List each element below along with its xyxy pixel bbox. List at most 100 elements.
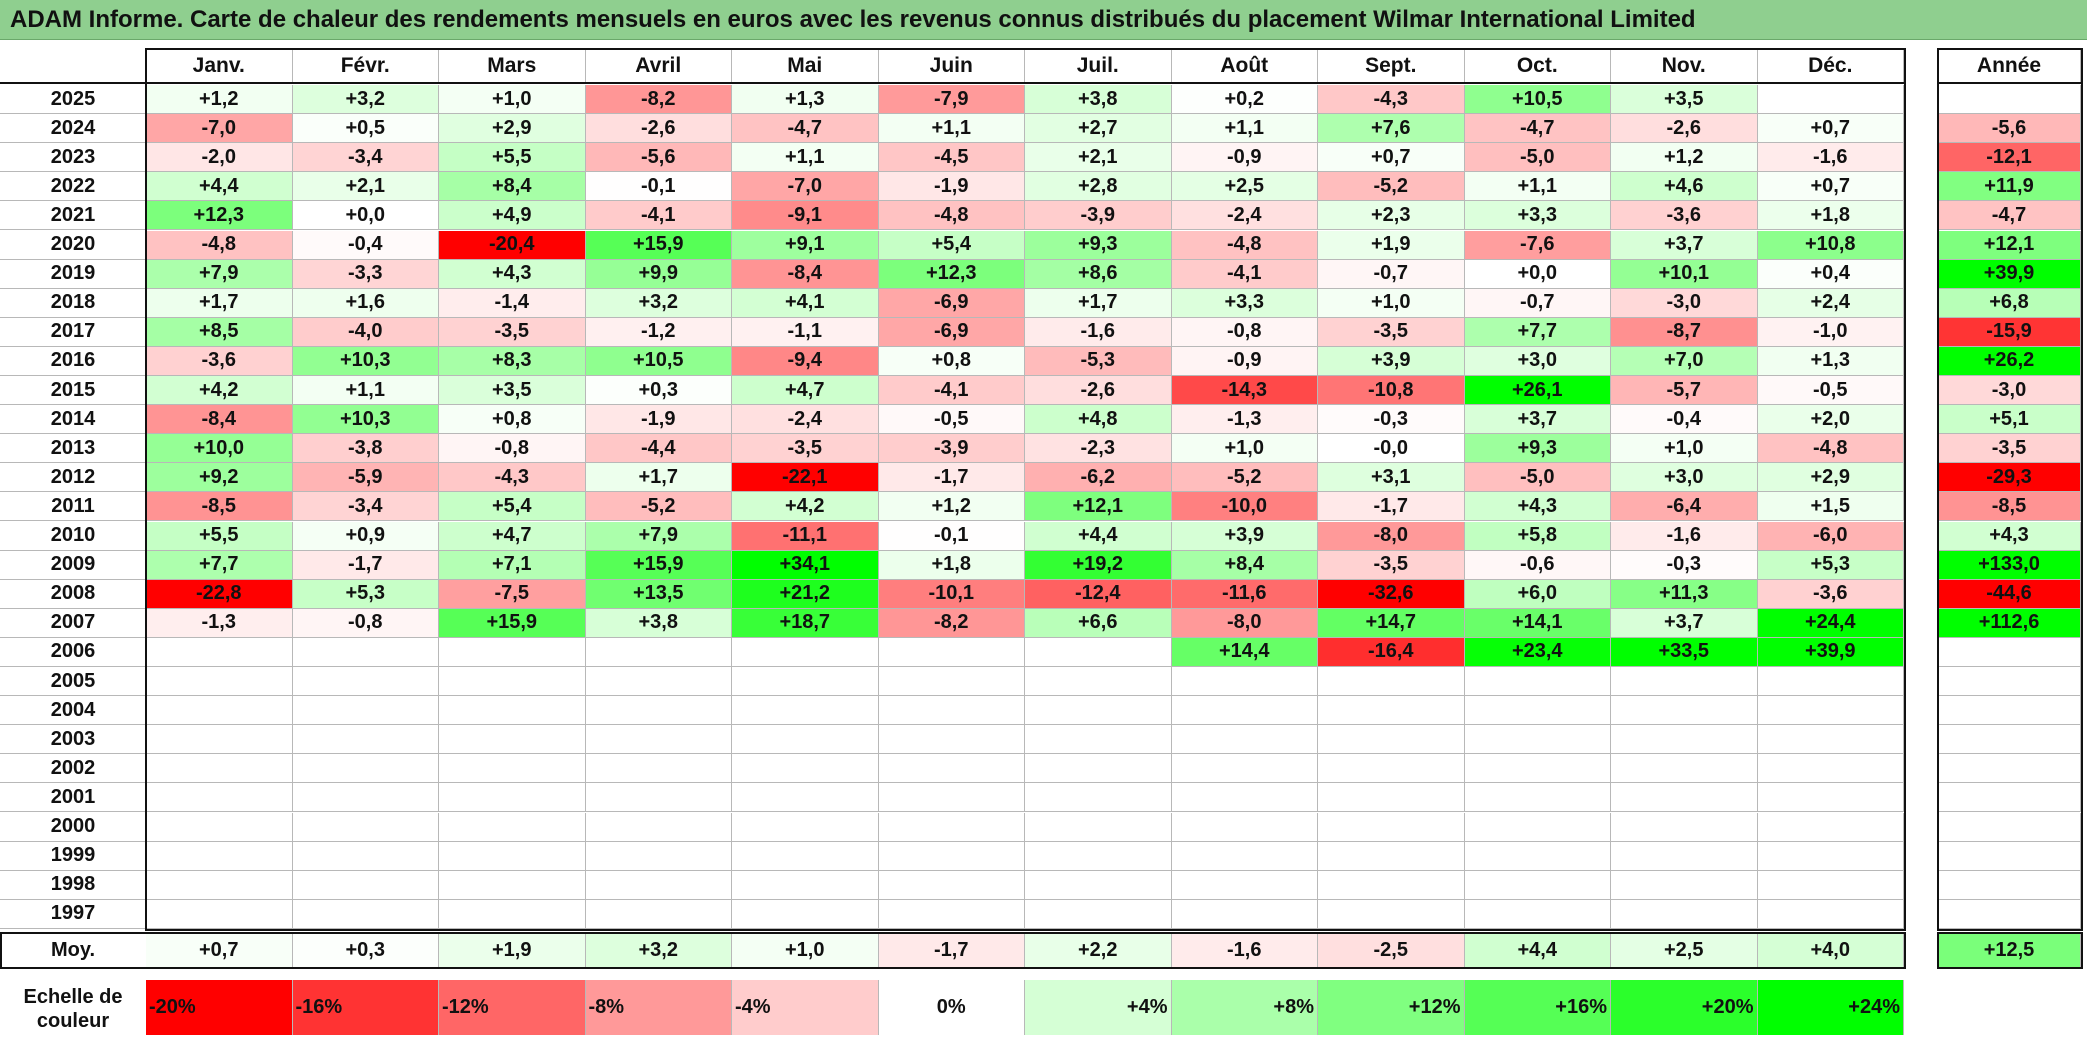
heatmap-cell: -5,2 <box>585 492 732 522</box>
heatmap-cell <box>878 725 1025 755</box>
heatmap-cell <box>146 841 293 871</box>
annual-cell <box>1938 899 2081 929</box>
heatmap-cell <box>1318 667 1465 697</box>
year-label: 2014 <box>0 405 146 435</box>
heatmap-cell <box>732 667 879 697</box>
heatmap-cell <box>292 637 439 667</box>
heatmap-cell <box>292 812 439 842</box>
annual-cell <box>1938 783 2081 813</box>
year-label: 2003 <box>0 725 146 755</box>
heatmap-cell: +1,8 <box>1757 201 1904 231</box>
heatmap-cell: +0,0 <box>292 201 439 231</box>
heatmap-cell <box>585 696 732 726</box>
heatmap-cell: -4,3 <box>1318 85 1465 115</box>
heatmap-cell: -3,6 <box>146 346 293 376</box>
heatmap-cell: +8,4 <box>439 172 586 202</box>
heatmap-cell: -2,6 <box>585 114 732 144</box>
heatmap-cell: -8,2 <box>585 85 732 115</box>
year-label: 2022 <box>0 172 146 202</box>
year-label: 2023 <box>0 143 146 173</box>
heatmap-cell <box>439 754 586 784</box>
heatmap-cell: +1,2 <box>1611 143 1758 173</box>
heatmap-cell <box>1611 870 1758 900</box>
heatmap-cell: -9,4 <box>732 346 879 376</box>
heatmap-cell: +10,5 <box>1464 85 1611 115</box>
month-header: Oct. <box>1464 49 1611 83</box>
avg-cell: -2,5 <box>1318 934 1465 967</box>
heatmap-cell <box>585 667 732 697</box>
heatmap-cell: -0,8 <box>292 608 439 638</box>
annual-cell: +26,2 <box>1938 346 2081 376</box>
heatmap-cell <box>1611 667 1758 697</box>
heatmap-cell <box>732 696 879 726</box>
chart-title: ADAM Informe. Carte de chaleur des rende… <box>10 6 1696 33</box>
heatmap-cell: -14,3 <box>1171 376 1318 406</box>
color-scale-step: -12% <box>439 980 586 1035</box>
heatmap-cell: +6,0 <box>1464 579 1611 609</box>
heatmap-cell <box>1171 754 1318 784</box>
heatmap-cell <box>439 725 586 755</box>
heatmap-cell: +3,9 <box>1171 521 1318 551</box>
heatmap-cell <box>878 812 1025 842</box>
year-label: 2017 <box>0 317 146 347</box>
heatmap-cell: -3,4 <box>292 492 439 522</box>
heatmap-cell: -0,5 <box>1757 376 1904 406</box>
heatmap-cell: +11,3 <box>1611 579 1758 609</box>
heatmap-cell: +5,4 <box>439 492 586 522</box>
heatmap-cell: +2,5 <box>1171 172 1318 202</box>
heatmap-cell <box>1611 783 1758 813</box>
month-header: Juil. <box>1025 49 1172 83</box>
color-scale-step: +16% <box>1464 980 1611 1035</box>
heatmap-cell: -11,1 <box>732 521 879 551</box>
heatmap-cell: +0,7 <box>1757 172 1904 202</box>
heatmap-cell <box>1464 783 1611 813</box>
heatmap-cell <box>439 667 586 697</box>
avg-cell: +4,0 <box>1757 934 1904 967</box>
heatmap-cell <box>585 637 732 667</box>
annual-cell <box>1938 696 2081 726</box>
heatmap-cell: +3,5 <box>439 376 586 406</box>
heatmap-cell <box>1025 725 1172 755</box>
month-header: Sept. <box>1318 49 1465 83</box>
heatmap-cell <box>1318 725 1465 755</box>
heatmap-cell: +2,3 <box>1318 201 1465 231</box>
heatmap-cell: -1,4 <box>439 288 586 318</box>
avg-cell: +0,3 <box>292 934 439 967</box>
heatmap-cell: +2,1 <box>1025 143 1172 173</box>
heatmap-cell: +5,4 <box>878 230 1025 260</box>
month-header: Août <box>1171 49 1318 83</box>
heatmap-cell: -0,1 <box>878 521 1025 551</box>
heatmap-cell <box>146 696 293 726</box>
heatmap-cell: -4,7 <box>1464 114 1611 144</box>
heatmap-cell: -5,0 <box>1464 143 1611 173</box>
heatmap-cell: +10,3 <box>292 346 439 376</box>
heatmap-cell: +3,7 <box>1464 405 1611 435</box>
heatmap-cell: -1,2 <box>585 317 732 347</box>
heatmap-cell: +1,2 <box>878 492 1025 522</box>
year-label: 2012 <box>0 463 146 493</box>
heatmap-cell: -3,8 <box>292 434 439 464</box>
heatmap-cell: +3,3 <box>1464 201 1611 231</box>
heatmap-cell: -0,3 <box>1318 405 1465 435</box>
color-scale-label: Echelle de couleur <box>23 985 123 1032</box>
heatmap-cell <box>146 870 293 900</box>
year-label: 2018 <box>0 288 146 318</box>
heatmap-cell: +0,7 <box>1318 143 1465 173</box>
annual-header: Année <box>1938 49 2081 83</box>
heatmap-cell: -4,1 <box>1171 259 1318 289</box>
annual-cell: +11,9 <box>1938 172 2081 202</box>
annual-cell <box>1938 85 2081 115</box>
heatmap-cell <box>585 754 732 784</box>
avg-cell: -1,6 <box>1171 934 1318 967</box>
heatmap-cell: +18,7 <box>732 608 879 638</box>
year-label: 2005 <box>0 667 146 697</box>
heatmap-cell: -3,6 <box>1611 201 1758 231</box>
avg-cell: -1,7 <box>878 934 1025 967</box>
heatmap-cell: +12,1 <box>1025 492 1172 522</box>
annual-cell: +112,6 <box>1938 608 2081 638</box>
heatmap-cell: +3,1 <box>1318 463 1465 493</box>
heatmap-cell: +1,7 <box>146 288 293 318</box>
heatmap-cell: +15,9 <box>439 608 586 638</box>
heatmap-cell: -1,6 <box>1025 317 1172 347</box>
heatmap-cell: +5,5 <box>146 521 293 551</box>
